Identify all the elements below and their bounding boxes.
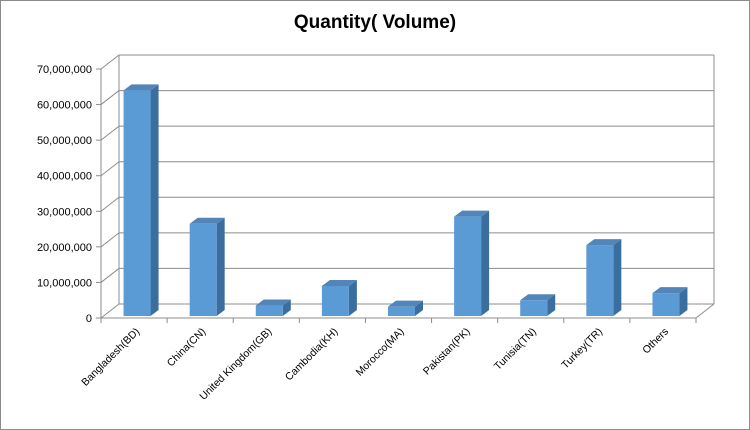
bar — [388, 306, 415, 316]
gridline-connector — [100, 268, 120, 283]
bar-top — [652, 287, 688, 294]
bar — [652, 293, 680, 316]
bar-side — [348, 279, 357, 316]
floor-edge — [695, 303, 715, 319]
gridline-connector — [100, 232, 120, 248]
chart-title: Quantity( Volume) — [294, 12, 456, 33]
bar — [454, 216, 482, 316]
gridline-connector — [100, 125, 120, 141]
gridline-connector — [100, 196, 120, 212]
x-tick-label: Bangladesh(BD) — [79, 326, 142, 389]
x-tick-label: United Kingdom(GB) — [197, 326, 274, 403]
x-tick-label: Tunisia(TN) — [492, 326, 539, 373]
bar — [321, 285, 349, 316]
bar — [520, 300, 548, 316]
x-tick-label: Pakistan(PK) — [421, 326, 473, 378]
x-tick-label: Others — [640, 326, 671, 357]
bar-top — [388, 300, 423, 307]
y-tick-label: 70,000,000 — [37, 64, 92, 76]
x-tick-label: Morocco(MA) — [354, 326, 407, 379]
bar-side — [547, 294, 556, 316]
y-tick-label: 40,000,000 — [37, 171, 92, 183]
bar-side — [415, 300, 423, 316]
bar-top — [123, 84, 159, 91]
bar-side — [481, 210, 490, 316]
x-tick-label: Turkey(TR) — [559, 326, 605, 372]
x-tick-label: Cambodia(KH) — [283, 326, 341, 384]
y-axis-ticks: 0 10,000,000 20,000,000 30,000,000 40,000,00… — [37, 64, 101, 325]
bar — [586, 245, 614, 316]
bar-side — [613, 239, 622, 316]
bar-side — [282, 299, 291, 316]
y-tick-label: 30,000,000 — [37, 206, 92, 218]
bar-top — [586, 239, 622, 246]
gridline-connector — [100, 54, 120, 70]
axes — [100, 55, 715, 319]
x-tick-label: China(CN) — [165, 326, 209, 370]
gridline-connector — [100, 303, 120, 319]
bars — [123, 84, 688, 316]
bar — [123, 90, 151, 316]
gridline-connector — [100, 90, 120, 105]
bar-top — [454, 210, 490, 217]
bar — [189, 223, 217, 316]
y-tick-label: 0 — [86, 313, 92, 325]
y-tick-label: 50,000,000 — [37, 135, 92, 147]
bar-top — [255, 299, 291, 306]
bar-side — [150, 84, 159, 316]
x-axis-ticks: Bangladesh(BD) China(CN)United Kingdom(GB… — [79, 318, 697, 403]
bar — [255, 305, 283, 316]
bar-top — [520, 294, 556, 301]
bar-top — [189, 217, 225, 224]
bar-top — [321, 279, 357, 286]
y-tick-label: 60,000,000 — [37, 100, 92, 112]
bar-side — [679, 287, 688, 316]
y-tick-label: 10,000,000 — [37, 277, 92, 289]
bar-side — [216, 217, 225, 316]
gridline-connector — [100, 161, 120, 177]
y-tick-label: 20,000,000 — [37, 242, 92, 254]
